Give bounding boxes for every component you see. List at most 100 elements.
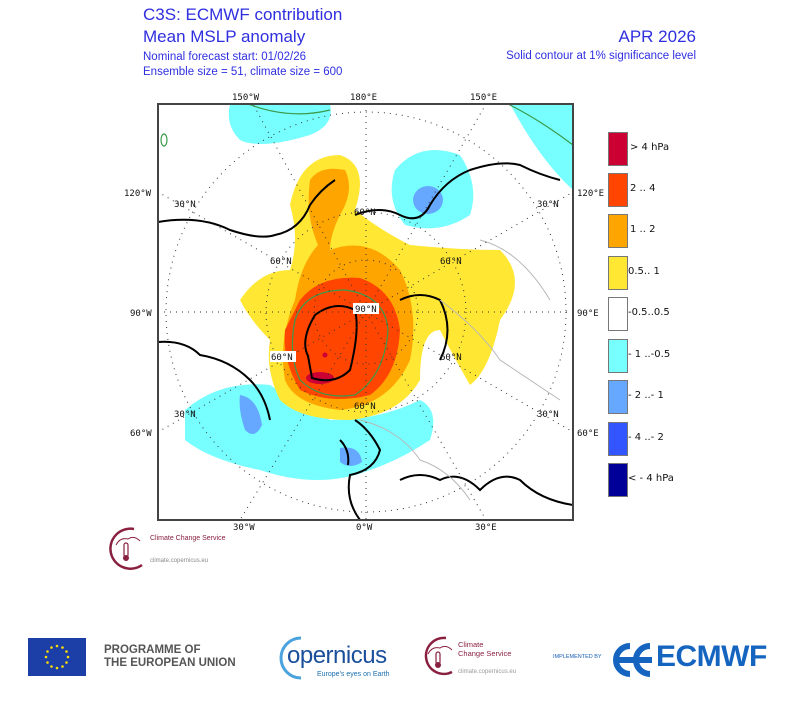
lat-label-bg (353, 303, 379, 314)
lat-label-60n-bottom: 60°N (354, 402, 376, 412)
top-label-150w: 150°W (232, 93, 260, 103)
legend-item: - 2 ..- 1 (608, 380, 728, 414)
legend-swatch (608, 214, 628, 248)
legend-label: - 1 ..-0.5 (628, 349, 671, 360)
eu-flag-icon (28, 638, 86, 676)
legend-swatch (608, 256, 628, 290)
bottom-label-0w: 0°W (356, 523, 373, 533)
legend-swatch (608, 463, 628, 497)
lat-label-30n-bl: 30°N (174, 410, 196, 420)
lat-label-60n-top: 60°N (354, 208, 376, 218)
bottom-label-30w: 30°W (233, 523, 255, 533)
title-line-1: C3S: ECMWF contribution (143, 5, 343, 24)
significance-contour-small (160, 133, 168, 147)
anomaly-region-pos-gt4 (306, 372, 334, 384)
left-label-60w: 60°W (130, 429, 152, 439)
lat-label-60n-rr: 60°N (440, 353, 462, 363)
c3s-logo-small: Climate Change Service climate.copernicu… (104, 525, 234, 573)
legend-label: - 4 ..- 2 (628, 432, 664, 443)
title-line-2: Mean MSLP anomaly (143, 27, 306, 46)
left-label-90w: 90°W (130, 309, 152, 319)
graticule (158, 104, 573, 520)
c3s-footer-url: climate.copernicus.eu (458, 669, 517, 675)
anomaly-map: 150°W 180°E 150°E 30°W 0°W 30°E 120°W 90… (124, 93, 604, 533)
legend-label: 2 .. 4 (630, 183, 656, 194)
ecmwf-emblem-icon (613, 643, 652, 677)
c3s-footer-name: Climate Change Service (458, 640, 511, 658)
c3s-small-url: climate.copernicus.eu (150, 558, 209, 564)
legend-swatch (608, 132, 628, 166)
lat-label-bg (270, 351, 296, 362)
legend-swatch (608, 339, 628, 373)
anomaly-region-uk-neg2 (340, 447, 362, 466)
forecast-start: Nominal forecast start: 01/02/26 (143, 51, 306, 63)
legend-item: < - 4 hPa (608, 463, 728, 497)
legend-swatch (608, 380, 628, 414)
ensemble-info: Ensemble size = 51, climate size = 600 (143, 66, 343, 78)
anomaly-region-ne-neg (510, 104, 573, 190)
copernicus-wordmark: opernicus (287, 642, 387, 669)
copernicus-tagline: Europe's eyes on Earth (317, 671, 390, 678)
valid-month: APR 2026 (618, 27, 697, 46)
lat-label-30n-tl: 30°N (174, 200, 196, 210)
c3s-emblem-icon (109, 527, 143, 570)
footer-logos: PROGRAMME OF THE EUROPEAN UNION opernicu… (0, 620, 800, 695)
legend-item: - 4 ..- 2 (608, 422, 728, 456)
legend-swatch (608, 297, 628, 331)
right-label-60e: 60°E (577, 429, 599, 439)
legend-swatch (608, 422, 628, 456)
lat-label-30n-br: 30°N (537, 410, 559, 420)
anomaly-region-atlantic-neg2 (239, 395, 262, 434)
c3s-footer-name-line-1: Climate (458, 640, 484, 649)
legend-label: -0.5..0.5 (628, 307, 670, 318)
legend-item: 1 .. 2 (608, 214, 728, 248)
legend-label: < - 4 hPa (628, 473, 674, 484)
legend-label: - 2 ..- 1 (628, 390, 664, 401)
eu-text-line-2: THE EUROPEAN UNION (104, 657, 236, 669)
eu-stars-icon (44, 644, 70, 670)
legend-swatch (608, 173, 628, 207)
right-label-90e: 90°E (577, 309, 599, 319)
top-label-180e: 180°E (350, 93, 377, 103)
c3s-footer-name-line-2: Change Service (458, 649, 512, 658)
legend-label: 0.5.. 1 (628, 266, 660, 277)
copernicus-logo: opernicus Europe's eyes on Earth (275, 634, 390, 682)
bottom-label-30e: 30°E (475, 523, 497, 533)
legend-item: - 1 ..-0.5 (608, 339, 728, 373)
legend-label: 1 .. 2 (630, 224, 656, 235)
legend-label: > 4 hPa (630, 142, 670, 153)
country-borders (359, 239, 561, 501)
c3s-logo-footer: Climate Change Service climate.copernicu… (418, 634, 538, 684)
lat-label-60n-right: 60°N (440, 257, 462, 267)
legend-item: > 4 hPa (608, 132, 728, 166)
top-label-150e: 150°E (470, 93, 497, 103)
valid-period-block: APR 2026 Solid contour at 1% significanc… (506, 26, 696, 64)
lat-label-60n-left: 60°N (270, 257, 292, 267)
significance-contour-ne (507, 104, 573, 146)
copernicus-arc-icon (279, 636, 302, 680)
c3s-small-name: Climate Change Service (150, 535, 226, 542)
anomaly-fields (158, 104, 573, 520)
anomaly-region-pos-gt4-small (322, 352, 328, 358)
significance-contour-north (247, 104, 331, 115)
lat-label-30n-tr: 30°N (537, 200, 559, 210)
legend-item: -0.5..0.5 (608, 297, 728, 331)
right-label-120e: 120°E (577, 189, 604, 199)
significance-note: Solid contour at 1% significance level (506, 50, 696, 62)
significance-contour (291, 289, 389, 397)
eu-programme-text: PROGRAMME OF THE EUROPEAN UNION (104, 644, 236, 670)
lat-label-60n-ll: 60°N (271, 353, 293, 363)
implemented-by-label: IMPLEMENTED BY (553, 654, 602, 660)
ecmwf-wordmark: ECMWF (656, 640, 767, 673)
ecmwf-logo: ECMWF (612, 638, 782, 678)
c3s-emblem-icon (424, 636, 453, 676)
left-label-120w: 120°W (124, 189, 152, 199)
legend-item: 2 .. 4 (608, 173, 728, 207)
anomaly-region-siberia-neg2 (413, 186, 443, 214)
title-block: C3S: ECMWF contribution Mean MSLP anomal… (143, 4, 342, 80)
coastlines (158, 162, 573, 520)
map-frame (157, 103, 574, 521)
eu-text-line-1: PROGRAMME OF (104, 644, 201, 656)
lat-label-90n: 90°N (355, 305, 377, 315)
legend-item: 0.5.. 1 (608, 256, 728, 290)
